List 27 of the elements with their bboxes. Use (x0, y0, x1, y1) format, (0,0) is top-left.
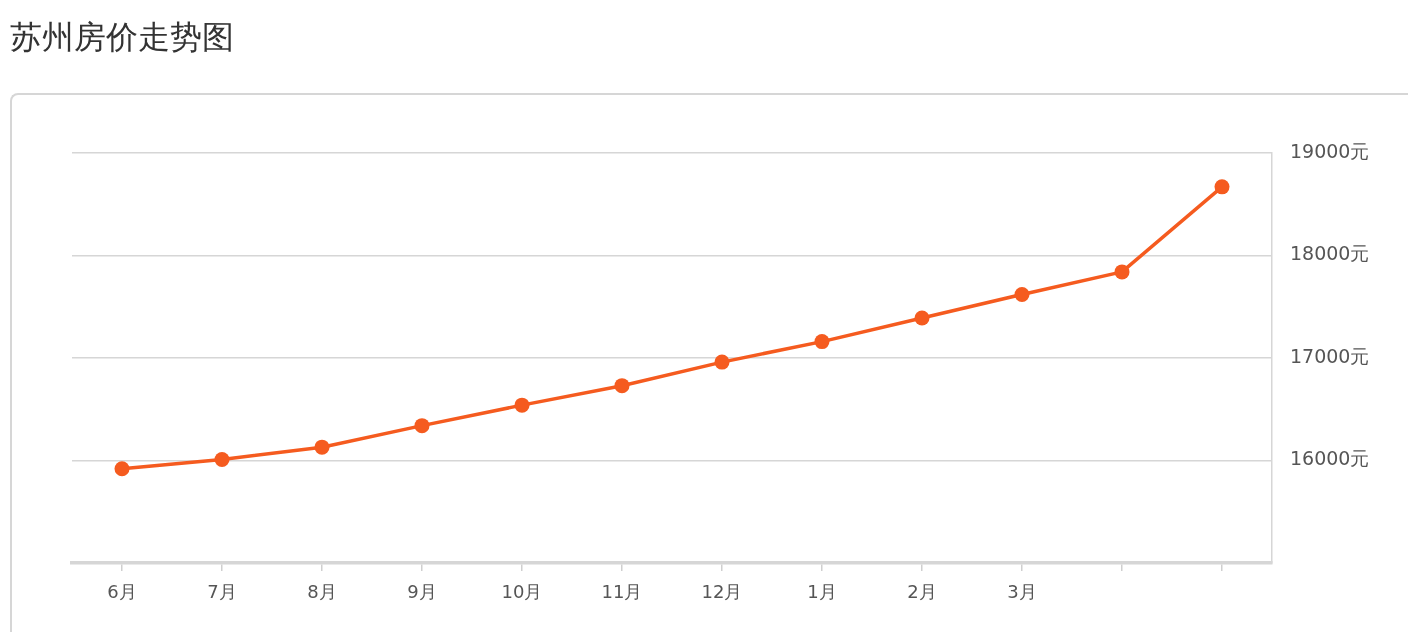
x-tick-label: 9月 (407, 581, 437, 603)
point (714, 354, 730, 370)
x-tick-label: 11月 (601, 581, 643, 603)
y-tick-label: 18000元 (1290, 242, 1370, 265)
x-tick-label: 3月 (1007, 581, 1037, 603)
point (114, 461, 130, 477)
x-tick-label: 7月 (207, 581, 237, 603)
y-tick-label: 19000元 (1290, 139, 1370, 162)
y-tick-label: 16000元 (1290, 447, 1370, 470)
chart-title: 苏州房价走势图 (10, 17, 234, 58)
point (1214, 179, 1230, 195)
point (314, 439, 330, 455)
x-tick-label: 12月 (701, 581, 743, 603)
point (1014, 286, 1030, 302)
y-tick-label: 17000元 (1290, 344, 1370, 367)
point (214, 451, 230, 467)
x-tick-label: 2月 (907, 581, 937, 603)
point (414, 418, 430, 434)
point (914, 310, 930, 326)
point (514, 397, 530, 413)
point (614, 378, 630, 394)
x-tick-label: 10月 (501, 581, 543, 603)
point (1114, 264, 1130, 280)
point (814, 334, 830, 350)
x-tick-label: 8月 (307, 581, 337, 603)
x-tick-label: 6月 (107, 581, 137, 603)
x-tick-label: 1月 (807, 581, 837, 603)
